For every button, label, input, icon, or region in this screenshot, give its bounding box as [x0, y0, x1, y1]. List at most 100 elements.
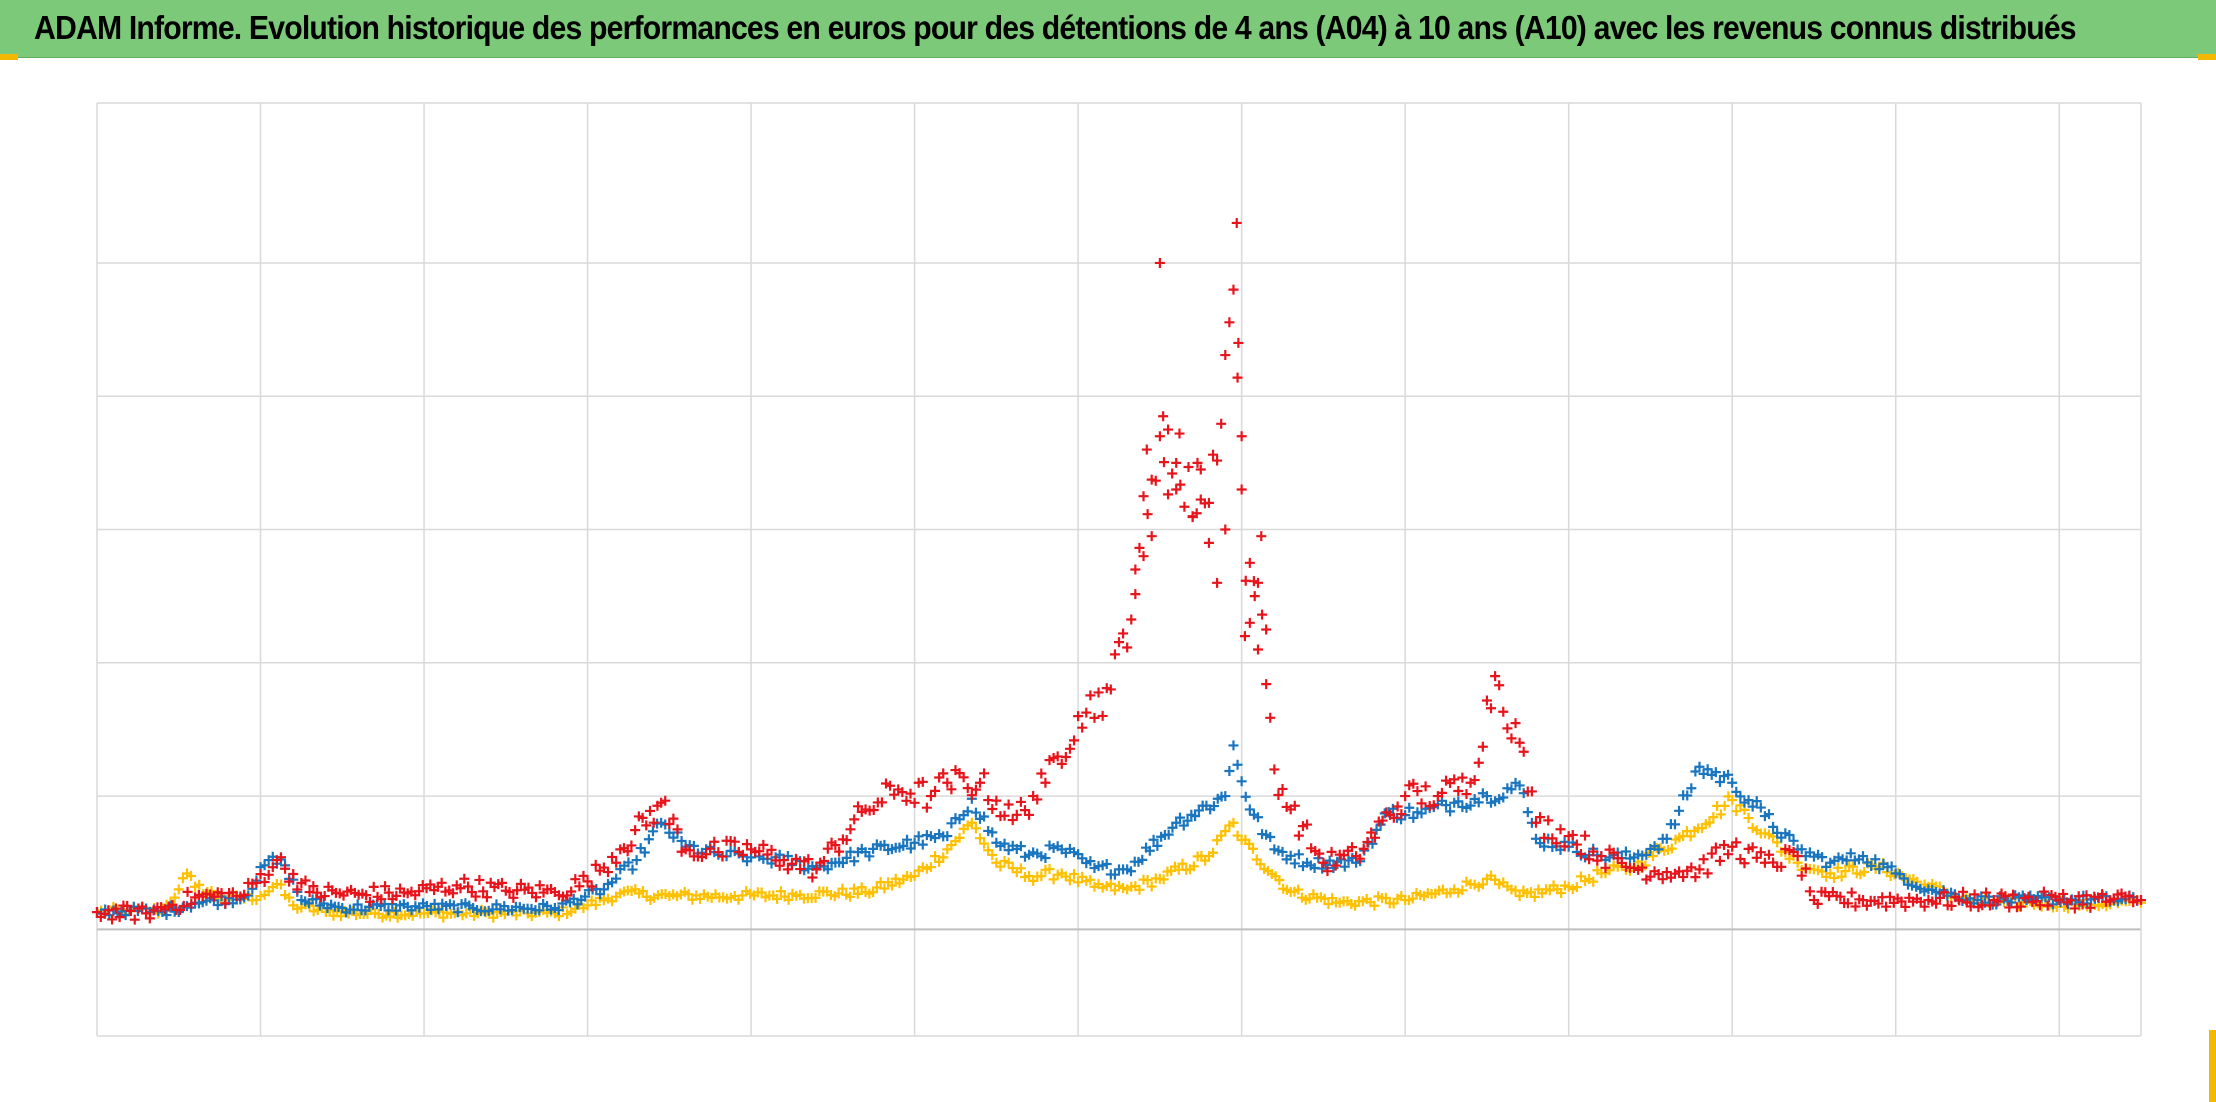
- data-point: [481, 892, 492, 903]
- data-point: [1873, 898, 1884, 909]
- data-point: [637, 885, 648, 896]
- data-point: [568, 893, 579, 904]
- data-point: [942, 777, 953, 788]
- data-point: [637, 812, 648, 823]
- data-point: [376, 894, 387, 905]
- data-point: [1490, 671, 1501, 682]
- data-point: [1144, 845, 1155, 856]
- data-point: [1256, 531, 1267, 542]
- data-point: [1366, 827, 1377, 838]
- data-point: [1436, 787, 1447, 798]
- data-point: [970, 807, 981, 818]
- data-point: [508, 892, 519, 903]
- data-point: [1494, 680, 1505, 691]
- data-point: [958, 772, 969, 783]
- data-point: [1109, 649, 1120, 660]
- data-point: [1228, 817, 1239, 828]
- data-point: [1755, 802, 1766, 813]
- data-point: [1845, 848, 1856, 859]
- data-point: [1575, 849, 1586, 860]
- data-point: [849, 856, 860, 867]
- data-point: [1706, 848, 1717, 859]
- data-point: [1093, 687, 1104, 698]
- data-point: [2058, 888, 2069, 899]
- data-point: [1224, 765, 1235, 776]
- data-point: [582, 876, 593, 887]
- data-point: [622, 846, 633, 857]
- data-point: [259, 877, 270, 888]
- data-point: [913, 831, 924, 842]
- data-point: [1481, 791, 1492, 802]
- data-point: [137, 901, 148, 912]
- data-point: [830, 840, 841, 851]
- data-point: [1747, 842, 1758, 853]
- data-point: [504, 886, 515, 897]
- data-point: [1056, 758, 1067, 769]
- data-point: [570, 874, 581, 885]
- data-point: [2065, 895, 2076, 906]
- data-point: [1212, 577, 1223, 588]
- data-point: [523, 882, 534, 893]
- data-point: [1514, 780, 1525, 791]
- data-point: [868, 804, 879, 815]
- data-point: [886, 880, 897, 891]
- data-point: [631, 855, 642, 866]
- data-point: [574, 881, 585, 892]
- data-point: [975, 833, 986, 844]
- data-point: [1522, 807, 1533, 818]
- data-point: [380, 881, 391, 892]
- data-point: [909, 837, 920, 848]
- data-point: [668, 832, 679, 843]
- data-point: [676, 835, 687, 846]
- data-point: [1727, 777, 1738, 788]
- data-point: [364, 896, 375, 907]
- data-point: [999, 838, 1010, 849]
- data-point: [942, 831, 953, 842]
- data-point: [905, 843, 916, 854]
- data-point: [1324, 855, 1335, 866]
- data-point: [845, 824, 856, 835]
- data-point: [1445, 806, 1456, 817]
- data-point: [1898, 873, 1909, 884]
- data-point: [1881, 901, 1892, 912]
- data-point: [1506, 733, 1517, 744]
- data-point: [1231, 217, 1242, 228]
- data-point: [194, 879, 205, 890]
- data-point: [474, 874, 485, 885]
- data-point: [1731, 837, 1742, 848]
- data-point: [841, 852, 852, 863]
- data-point: [1085, 874, 1096, 885]
- data-point: [905, 788, 916, 799]
- data-point: [1858, 851, 1869, 862]
- data-point: [1141, 444, 1152, 455]
- data-point: [641, 820, 652, 831]
- data-point: [1751, 852, 1762, 863]
- data-point: [775, 886, 786, 897]
- data-point: [1674, 805, 1685, 816]
- data-point: [1130, 564, 1141, 575]
- data-point: [668, 813, 679, 824]
- data-point: [1138, 491, 1149, 502]
- data-point: [1704, 817, 1715, 828]
- data-point: [1407, 893, 1418, 904]
- data-point: [1412, 786, 1423, 797]
- data-point: [1277, 846, 1288, 857]
- data-point: [2085, 902, 2096, 913]
- data-point: [970, 784, 981, 795]
- data-point: [2081, 890, 2092, 901]
- data-point: [186, 870, 197, 881]
- data-point: [1011, 809, 1022, 820]
- data-point: [999, 810, 1010, 821]
- data-point: [1715, 809, 1726, 820]
- data-point: [1861, 900, 1872, 911]
- data-point: [414, 886, 425, 897]
- data-point: [2000, 891, 2011, 902]
- data-point: [987, 849, 998, 860]
- data-point: [1473, 797, 1484, 808]
- data-point: [1461, 789, 1472, 800]
- data-point: [1195, 464, 1206, 475]
- data-point: [1154, 431, 1165, 442]
- data-point: [308, 881, 319, 892]
- data-point: [627, 864, 638, 875]
- data-point: [1836, 871, 1847, 882]
